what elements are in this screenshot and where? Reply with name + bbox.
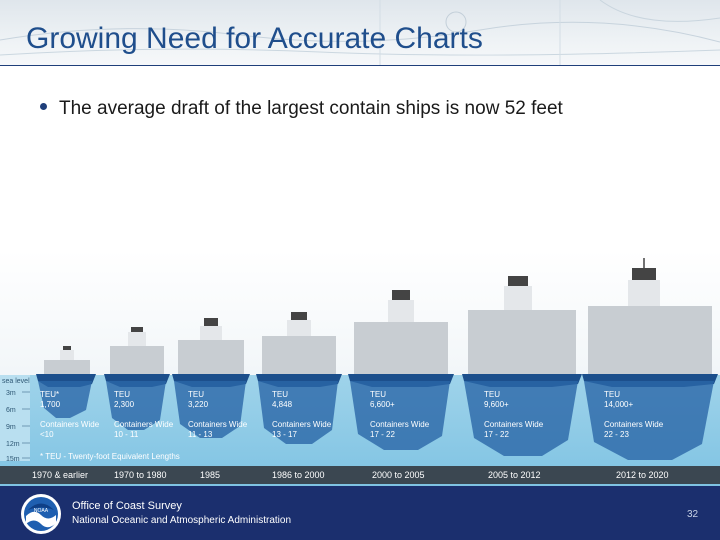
page-number: 32 bbox=[687, 509, 699, 520]
era-timeline bbox=[0, 466, 720, 484]
ship-illustration bbox=[0, 250, 720, 486]
depth-mark: 6m bbox=[6, 407, 16, 414]
org-parent: National Oceanic and Atmospheric Adminis… bbox=[72, 515, 292, 526]
ship-3-width: Containers Wide 11 - 13 bbox=[188, 420, 248, 439]
ship-2-width: Containers Wide 10 - 11 bbox=[114, 420, 174, 439]
ship-1 bbox=[36, 346, 96, 418]
ship-3 bbox=[172, 318, 250, 438]
ship-4 bbox=[256, 312, 342, 444]
ship-6-teu: TEU 9,600+ bbox=[484, 390, 509, 409]
bullet-icon bbox=[40, 103, 47, 111]
ship-2 bbox=[104, 327, 170, 430]
ship-5 bbox=[348, 290, 454, 450]
ship-6-width: Containers Wide 17 - 22 bbox=[484, 420, 544, 439]
ship-size-graphic bbox=[0, 250, 720, 486]
depth-mark: 12m bbox=[6, 441, 20, 448]
depth-gauge bbox=[0, 375, 30, 461]
footer-bar bbox=[0, 486, 720, 540]
nautical-chart-background bbox=[0, 0, 720, 66]
page-title: Growing Need for Accurate Charts bbox=[26, 22, 483, 55]
bullet-point: The average draft of the largest contain… bbox=[40, 98, 563, 120]
title-underline bbox=[0, 65, 720, 66]
depth-mark: 9m bbox=[6, 424, 16, 431]
ship-7 bbox=[582, 258, 718, 460]
noaa-logo-icon: NOAA bbox=[21, 494, 61, 534]
depth-mark: 3m bbox=[6, 390, 16, 397]
ship-5-teu: TEU 6,600+ bbox=[370, 390, 395, 409]
ship-2-teu: TEU 2,300 bbox=[114, 390, 135, 409]
ship-4-width: Containers Wide 13 - 17 bbox=[272, 420, 332, 439]
ship-7-width: Containers Wide 22 - 23 bbox=[604, 420, 664, 439]
era-label: 2012 to 2020 bbox=[616, 470, 669, 480]
ship-5-width: Containers Wide 17 - 22 bbox=[370, 420, 430, 439]
depth-mark: 15m bbox=[6, 456, 20, 463]
ship-1-width: Containers Wide <10 bbox=[40, 420, 100, 439]
era-label: 1970 & earlier bbox=[32, 470, 89, 480]
ship-4-teu: TEU 4,848 bbox=[272, 390, 293, 409]
era-label: 2005 to 2012 bbox=[488, 470, 541, 480]
title-banner: Growing Need for Accurate Charts bbox=[0, 0, 720, 66]
teu-footnote: * TEU - Twenty-foot Equivalent Lengths bbox=[40, 452, 180, 461]
logo-text: NOAA bbox=[34, 508, 49, 514]
org-name: Office of Coast Survey bbox=[72, 500, 182, 512]
depth-header: sea level bbox=[2, 378, 30, 385]
era-label: 1986 to 2000 bbox=[272, 470, 325, 480]
era-label: 1985 bbox=[200, 470, 221, 480]
bullet-text: The average draft of the largest contain… bbox=[59, 98, 563, 119]
ship-1-teu: TEU* 1,700 bbox=[40, 390, 61, 409]
era-label: 1970 to 1980 bbox=[114, 470, 167, 480]
ship-6 bbox=[462, 276, 582, 456]
era-label: 2000 to 2005 bbox=[372, 470, 425, 480]
ship-3-teu: TEU 3,220 bbox=[188, 390, 209, 409]
ship-7-teu: TEU 14,000+ bbox=[604, 390, 634, 409]
